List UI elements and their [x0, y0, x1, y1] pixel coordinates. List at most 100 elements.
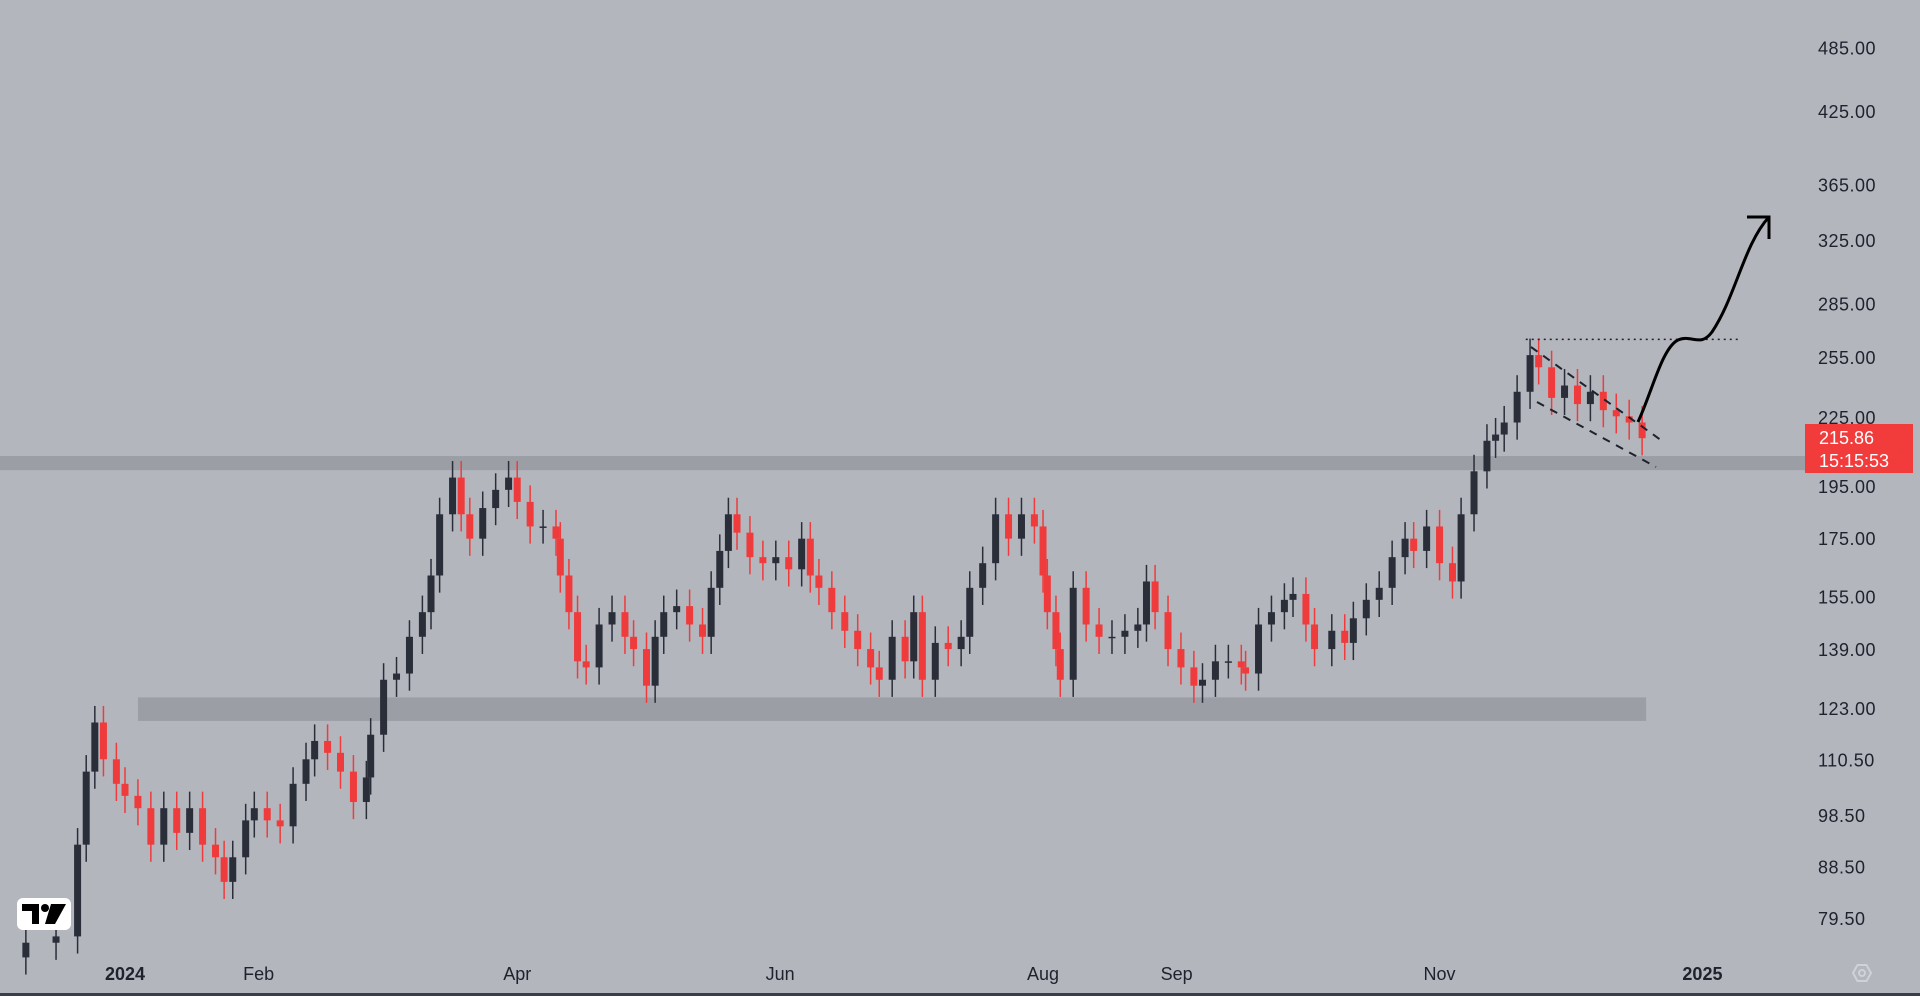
- candle-body: [186, 808, 194, 833]
- candle-body: [1142, 581, 1150, 625]
- candle: [74, 828, 82, 954]
- price-tick-label: 485.00: [1818, 38, 1876, 58]
- candle: [582, 644, 590, 685]
- candle-body: [405, 636, 413, 674]
- candle-body: [651, 636, 659, 686]
- price-tick-label: 325.00: [1818, 231, 1876, 251]
- candle: [1483, 424, 1491, 489]
- candle: [1500, 405, 1508, 452]
- candle-body: [1573, 385, 1581, 405]
- candle-body: [1255, 624, 1263, 674]
- candle-body: [910, 612, 918, 662]
- candle: [1255, 607, 1263, 691]
- candle-body: [966, 587, 974, 637]
- candle-body: [733, 514, 741, 533]
- candle-body: [1436, 526, 1444, 564]
- candle: [815, 558, 823, 605]
- candle-body: [724, 514, 732, 551]
- candle: [1328, 614, 1336, 667]
- candle-body: [393, 673, 401, 680]
- price-tick-label: 139.00: [1818, 640, 1876, 660]
- candle: [289, 767, 297, 844]
- last-price-label: 215.86 15:15:53: [1805, 424, 1913, 473]
- candle-body: [660, 612, 668, 637]
- candle: [1341, 614, 1349, 661]
- candle: [565, 558, 573, 630]
- candle: [311, 724, 319, 777]
- candle: [173, 791, 181, 851]
- candle: [1151, 564, 1159, 630]
- candle: [479, 491, 487, 556]
- price-band: [0, 456, 1805, 471]
- candle: [22, 926, 30, 975]
- candle: [1457, 497, 1465, 599]
- candle-body: [250, 808, 258, 821]
- candle-body: [466, 514, 474, 539]
- candle-body: [621, 612, 629, 637]
- candle-body: [759, 557, 767, 564]
- candle: [324, 724, 332, 770]
- candle: [1069, 571, 1077, 697]
- price-tick-label: 79.50: [1818, 909, 1866, 929]
- price-tick-label: 255.00: [1818, 348, 1876, 368]
- candle-body: [1005, 514, 1013, 539]
- candle-body: [1311, 624, 1319, 650]
- candle-body: [1056, 649, 1064, 680]
- candle-body: [121, 783, 129, 796]
- price-axis[interactable]: 485.00 425.00 365.00 325.00 285.00 255.00 225.…: [1818, 38, 1876, 929]
- candle-body: [362, 777, 370, 802]
- candle: [828, 571, 836, 630]
- candle: [1190, 650, 1198, 703]
- time-axis[interactable]: 2024 Feb Apr Jun Aug Sep Nov 2025: [105, 964, 1723, 984]
- candle-body: [1289, 593, 1297, 600]
- candle-body: [220, 857, 228, 882]
- candle-body: [630, 636, 638, 650]
- time-tick-label: Sep: [1161, 964, 1193, 984]
- time-tick-label: Aug: [1027, 964, 1059, 984]
- candle: [1289, 577, 1297, 617]
- candle: [806, 522, 814, 593]
- settings-icon[interactable]: [1851, 964, 1873, 982]
- candle: [673, 589, 681, 630]
- price-tick-label: 175.00: [1818, 529, 1876, 549]
- candle-body: [1237, 661, 1245, 668]
- price-tick-label: 195.00: [1818, 477, 1876, 497]
- candle: [686, 589, 694, 642]
- tradingview-logo: [17, 898, 71, 930]
- candle: [1410, 522, 1418, 569]
- candle: [513, 461, 521, 520]
- candle: [1043, 558, 1051, 630]
- candle-body: [427, 575, 435, 613]
- candle: [263, 791, 271, 838]
- candle: [1349, 601, 1357, 661]
- candle-body: [1039, 526, 1047, 576]
- candle-body: [1043, 575, 1051, 613]
- candle-body: [1121, 630, 1129, 637]
- candle-body: [457, 477, 465, 515]
- candle-body: [875, 667, 883, 680]
- candle-body: [556, 538, 564, 576]
- candle: [841, 595, 849, 648]
- candle: [1030, 497, 1038, 544]
- candle: [1448, 546, 1456, 599]
- candle-body: [1492, 434, 1500, 441]
- candle: [608, 595, 616, 642]
- candle: [957, 620, 965, 667]
- candle-body: [1548, 367, 1556, 398]
- candle: [979, 546, 987, 605]
- candle-body: [595, 624, 603, 668]
- candle-body: [449, 477, 457, 515]
- candle-body: [979, 563, 987, 588]
- candle: [82, 755, 90, 862]
- candle-body: [82, 771, 90, 845]
- candle: [1039, 509, 1047, 593]
- candle-body: [1177, 649, 1185, 668]
- candle: [651, 620, 659, 703]
- support-resistance-bands: [0, 456, 1805, 721]
- candle-body: [492, 489, 500, 509]
- candle: [1134, 607, 1142, 648]
- candle-body: [367, 734, 375, 778]
- candle: [229, 840, 237, 900]
- candle: [1082, 571, 1090, 642]
